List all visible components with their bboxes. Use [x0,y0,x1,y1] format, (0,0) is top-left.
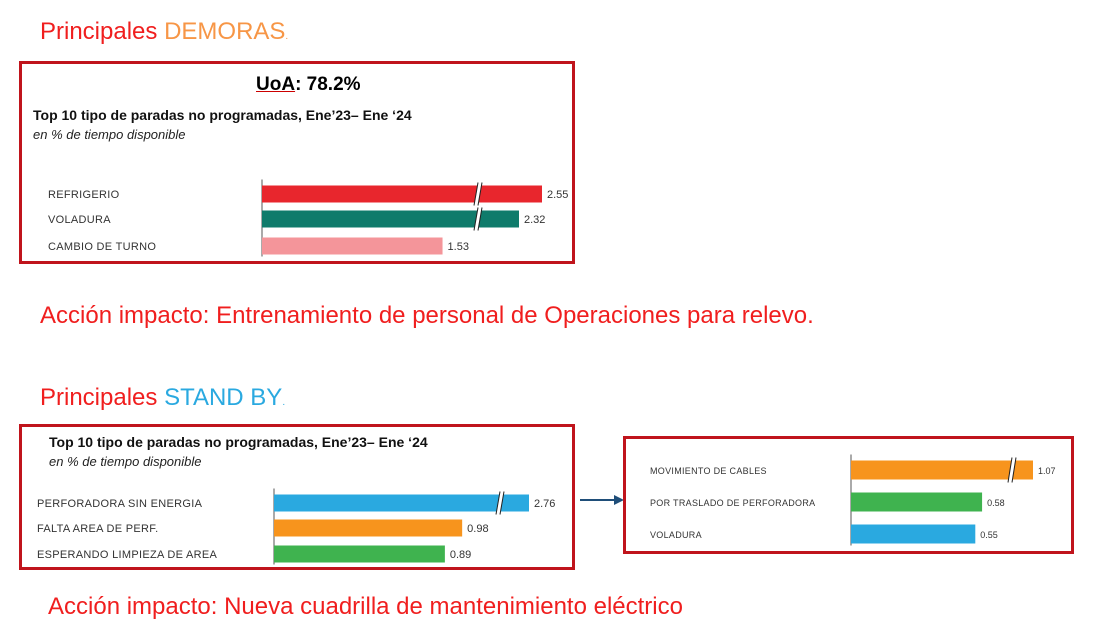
axis-break-gap [496,491,504,515]
section2-heading: Principales STAND BY. [40,384,285,412]
section1-action: Acción impacto: Entrenamiento de persona… [40,302,814,329]
value-label: 1.07 [1038,466,1056,476]
section2-heading-highlight: STAND BY [164,384,283,411]
bar [851,460,1033,480]
bar [262,210,519,228]
category-label: PERFORADORA SIN ENERGIA [37,498,203,510]
connector-arrow [580,495,624,505]
value-label: 1.53 [448,241,469,253]
uoa-indicator: UoA: 78.2% [256,74,361,96]
bar [851,492,983,512]
section2-action: Acción impacto: Nueva cuadrilla de mante… [48,593,683,620]
axis-break-mark [495,491,501,515]
category-label: VOLADURA [48,214,111,226]
category-label: ESPERANDO LIMPIEZA DE AREA [37,549,218,561]
axis-break-mark [477,207,483,231]
axis-break-mark [477,182,483,206]
value-label: 2.32 [524,214,545,226]
value-label: 0.55 [980,530,998,540]
section1-heading-prefix: Principales [40,18,158,45]
axis-break-gap [474,182,482,206]
value-label: 0.58 [987,498,1005,508]
value-label: 2.76 [534,498,555,510]
section1-heading-suffix: . [285,31,289,42]
value-label: 0.98 [467,523,488,535]
category-label: REFRIGERIO [48,189,120,201]
uoa-value: : 78.2% [295,74,361,95]
demoras-chart-title: Top 10 tipo de paradas no programadas, E… [33,107,412,123]
section2-heading-prefix: Principales [40,384,158,411]
axis-break-mark [499,491,505,515]
standby-chart-box: Top 10 tipo de paradas no programadas, E… [19,424,575,570]
category-label: POR TRASLADO DE PERFORADORA [650,498,815,508]
section1-heading: Principales DEMORAS. [40,18,288,46]
bar [274,519,463,537]
section1-heading-highlight: DEMORAS [164,18,286,45]
standby-chart-subtitle: en % de tiempo disponible [49,454,202,469]
section2-heading-suffix: . [282,397,286,408]
demoras-chart-box: UoA: 78.2% Top 10 tipo de paradas no pro… [19,61,575,264]
demoras-chart: REFRIGERIO 2.55 VOLADURA 2.32 CAMBIO DE TURN… [48,179,568,257]
axis-break-mark [473,182,479,206]
axis-break-gap [474,207,482,231]
category-label: MOVIMIENTO DE CABLES [650,466,767,476]
uoa-label: UoA [256,74,296,95]
bar [262,237,443,255]
category-label: FALTA AREA DE PERF. [37,523,158,535]
bar [262,185,542,203]
axis-break-gap [1008,457,1016,483]
bar [274,494,529,512]
category-label: CAMBIO DE TURNO [48,241,156,253]
standby-detail-chart: MOVIMIENTO DE CABLES 1.07 POR TRASLADO DE … [650,454,1056,546]
category-label: VOLADURA [650,530,702,540]
bar [851,524,976,544]
standby-detail-chart-box: MOVIMIENTO DE CABLES 1.07 POR TRASLADO DE … [623,436,1074,554]
value-label: 2.55 [547,189,568,201]
axis-break-mark [473,207,479,231]
standby-chart: PERFORADORA SIN ENERGIA 2.76 FALTA AREA DE… [37,488,555,565]
value-label: 0.89 [450,549,471,561]
axis-break-mark [1007,457,1013,483]
axis-break-mark [1011,457,1017,483]
bar [274,545,445,563]
demoras-chart-subtitle: en % de tiempo disponible [33,127,186,142]
standby-chart-title: Top 10 tipo de paradas no programadas, E… [49,434,428,450]
